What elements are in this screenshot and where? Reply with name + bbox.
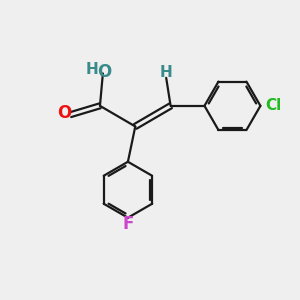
- Text: F: F: [122, 215, 134, 233]
- Text: O: O: [57, 104, 71, 122]
- Text: Cl: Cl: [265, 98, 281, 113]
- Text: O: O: [97, 63, 112, 81]
- Text: H: H: [160, 65, 172, 80]
- Text: H: H: [85, 61, 98, 76]
